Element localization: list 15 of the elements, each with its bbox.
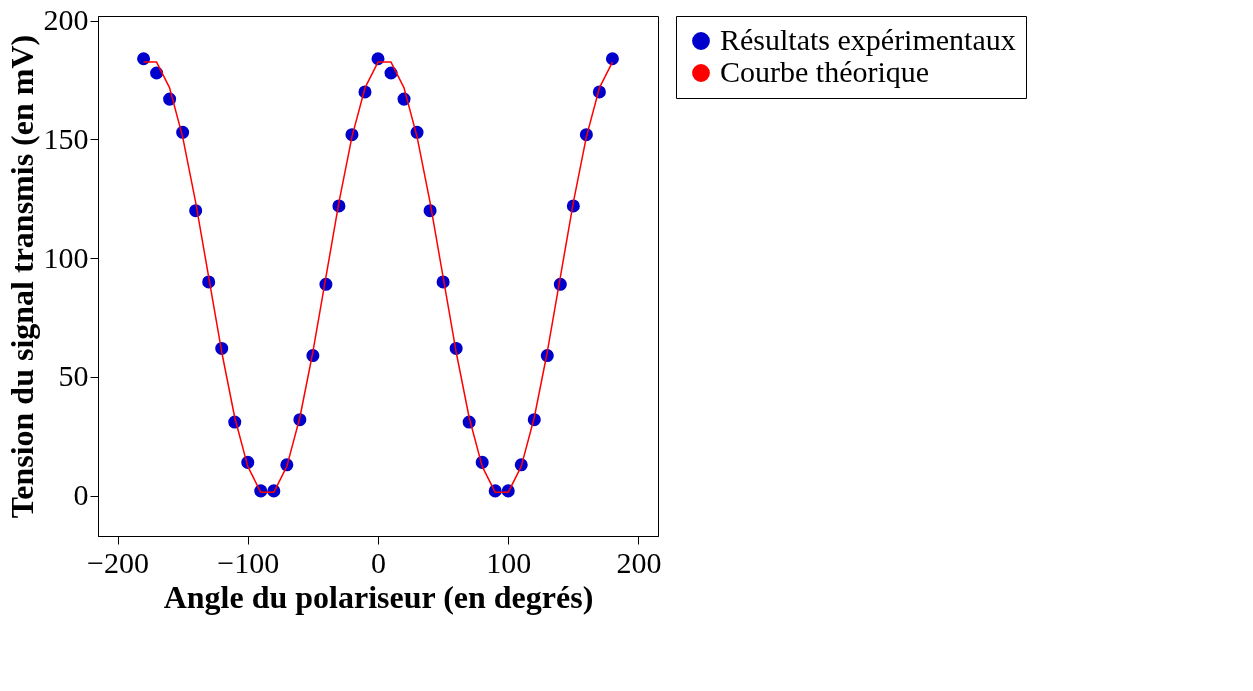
y-tick-label: 50 [58, 359, 89, 393]
x-tick-label: 200 [616, 545, 662, 579]
x-tick-label: 100 [486, 545, 532, 579]
y-tick-label: 150 [43, 121, 89, 155]
y-tick-label: 0 [73, 478, 89, 512]
x-tick-label: −200 [87, 545, 149, 579]
point [605, 52, 619, 66]
x-tick-label: 0 [371, 545, 386, 579]
legend-label: Résultats expérimentaux [720, 23, 1016, 56]
legend-label: Courbe théorique [720, 55, 930, 88]
y-axis-title: Tension du signal transmis (en mV) [3, 34, 40, 519]
y-tick-label: 200 [43, 3, 89, 37]
y-tick-label: 100 [43, 240, 89, 274]
x-tick-label: −100 [217, 545, 280, 579]
x-axis-title: Angle du polariseur (en degrés) [163, 578, 594, 615]
